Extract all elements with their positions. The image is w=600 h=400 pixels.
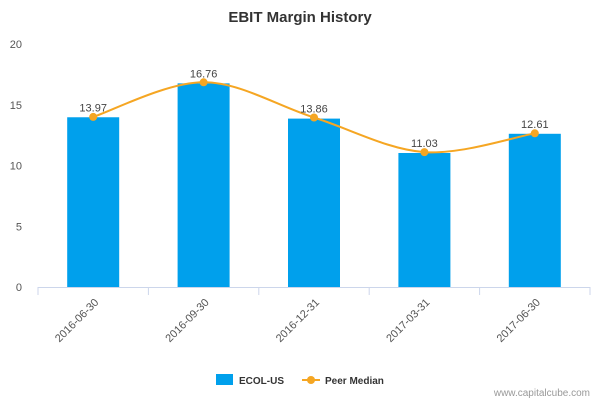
legend-swatch-ecol-us [216, 374, 233, 385]
data-label: 13.97 [79, 102, 107, 114]
bar-series-ecol-us [67, 83, 561, 288]
bar [177, 83, 230, 287]
bar [288, 118, 340, 287]
x-tick-label: 2016-12-31 [274, 297, 322, 345]
bar [398, 152, 451, 287]
credit-text: www.capitalcube.com [493, 388, 590, 399]
legend-label-ecol-us: ECOL-US [239, 376, 284, 387]
legend-label-peer-median: Peer Median [325, 376, 384, 387]
bar [67, 117, 120, 288]
x-tick-label: 2017-06-30 [495, 297, 543, 345]
data-label: 16.76 [190, 68, 218, 80]
x-axis: 2016-06-30 2016-09-30 2016-12-31 2017-03-31… [37, 287, 591, 345]
legend: ECOL-US Peer Median [216, 374, 384, 387]
y-tick-label: 0 [16, 282, 22, 294]
peer-median-point [530, 129, 539, 138]
data-labels: 13.97 16.76 13.86 11.03 12.61 [79, 68, 548, 150]
y-tick-label: 5 [16, 221, 22, 233]
legend-swatch-peer-median-marker [307, 376, 315, 384]
peer-median-point [199, 78, 208, 87]
peer-median-point [420, 148, 429, 157]
data-label: 12.61 [521, 119, 549, 131]
x-tick-label: 2017-03-31 [384, 297, 432, 345]
y-tick-label: 15 [10, 100, 22, 112]
peer-median-point [89, 112, 98, 121]
data-label: 11.03 [411, 138, 438, 150]
x-tick-label: 2016-06-30 [53, 297, 101, 345]
bar [508, 133, 561, 287]
x-tick-label: 2016-09-30 [163, 297, 211, 345]
data-label: 13.86 [300, 104, 328, 116]
chart-title: EBIT Margin History [228, 9, 372, 26]
y-tick-label: 20 [10, 39, 22, 51]
y-tick-label: 10 [10, 161, 22, 173]
y-axis: 0 5 10 15 20 [10, 39, 22, 294]
line-series-peer-median [89, 78, 539, 157]
peer-median-point [310, 113, 318, 122]
